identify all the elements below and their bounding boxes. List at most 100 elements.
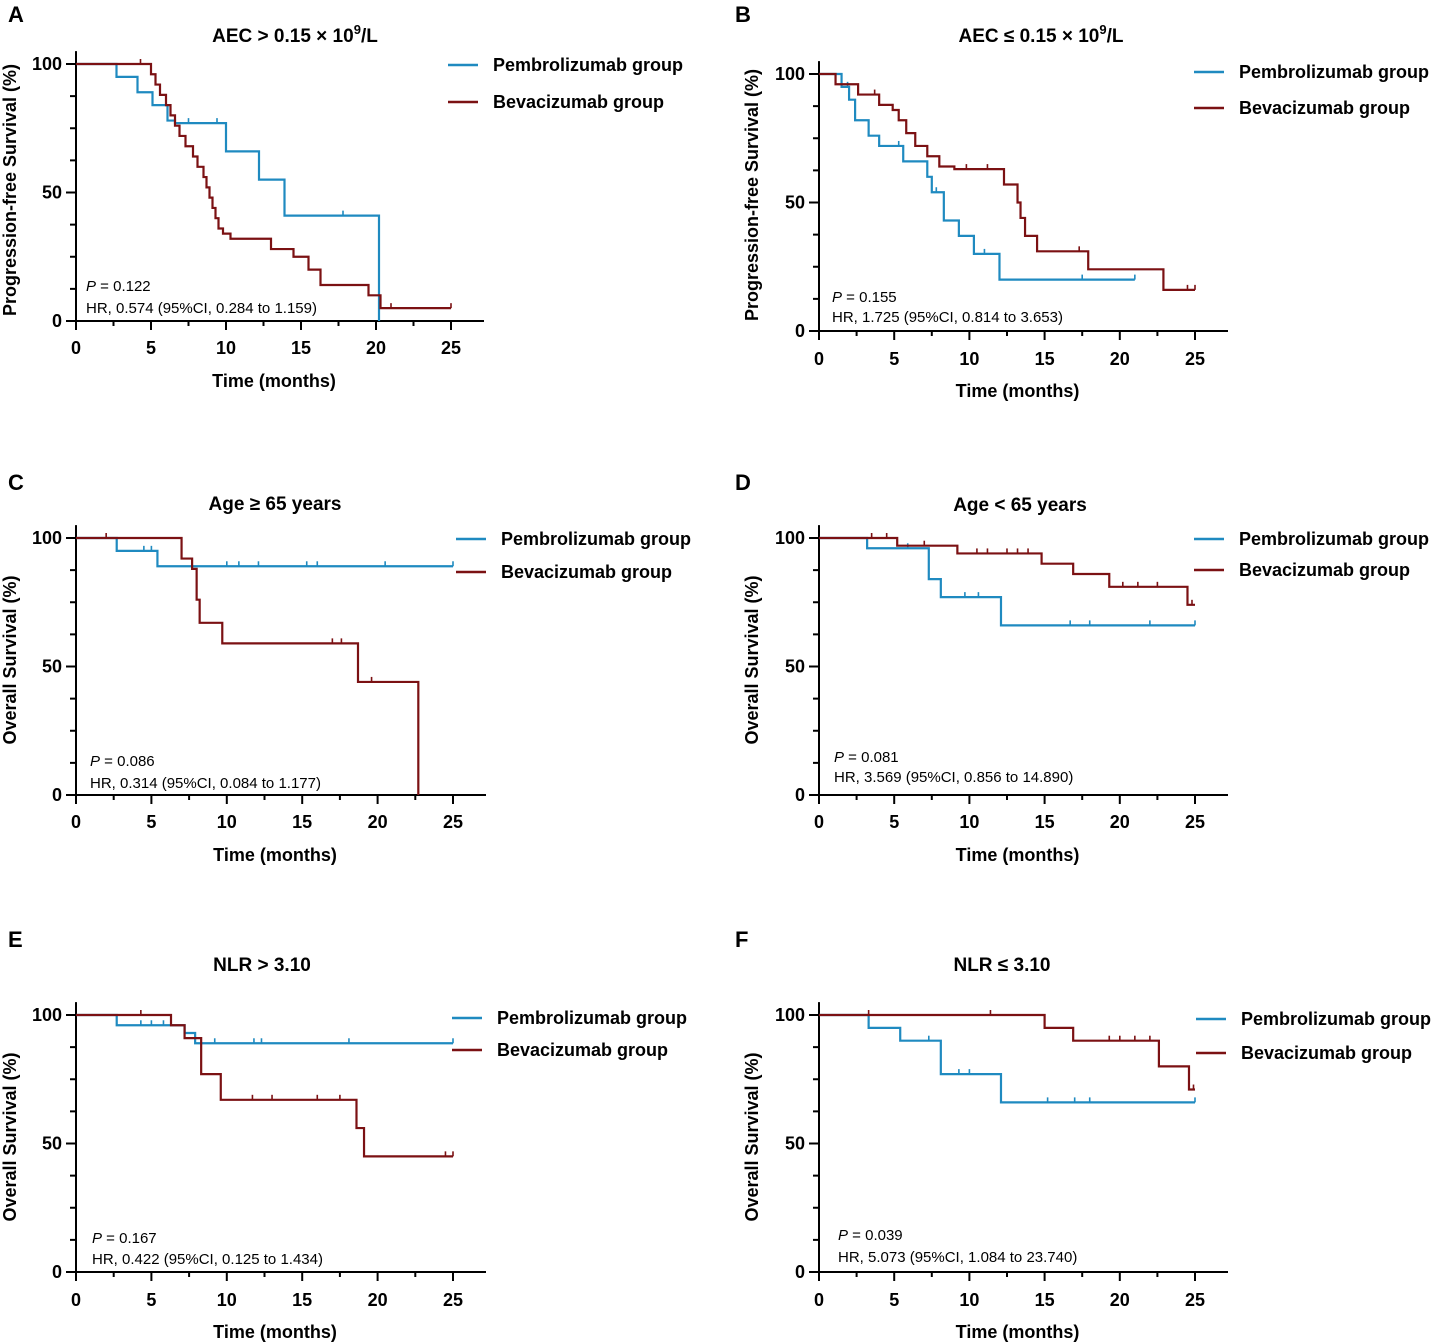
chart-panel-b: B AEC ≤ 0.15 × 109/L 0 5 10 15 20 25 0 50 100 Time …	[735, 2, 1429, 401]
x-tick-label: 15	[292, 1290, 312, 1310]
x-tick-label: 10	[217, 812, 237, 832]
legend-label: Pembrolizumab group	[493, 55, 683, 75]
x-tick-label: 0	[814, 812, 824, 832]
hazard-ratio-annotation: HR, 0.422 (95%CI, 0.125 to 1.434)	[92, 1251, 323, 1268]
chart-title: AEC ≤ 0.15 × 109/L	[959, 22, 1124, 47]
y-axis-label: Overall Survival (%)	[0, 575, 20, 744]
x-tick-label: 0	[71, 338, 81, 358]
x-tick-label: 10	[959, 1290, 979, 1310]
x-axis-label: Time (months)	[956, 845, 1080, 865]
pembrolizumab-survival-curve	[819, 536, 1195, 627]
x-tick-label: 25	[1185, 349, 1205, 369]
y-axis-label: Overall Survival (%)	[0, 1052, 20, 1221]
legend-label: Pembrolizumab group	[1239, 62, 1429, 82]
hazard-ratio-annotation: HR, 3.569 (95%CI, 0.856 to 14.890)	[834, 769, 1073, 786]
x-tick-label: 25	[1185, 812, 1205, 832]
x-tick-label: 20	[1110, 1290, 1130, 1310]
x-tick-label: 25	[441, 338, 461, 358]
x-tick-label: 5	[889, 349, 899, 369]
chart-panel-d: D Age < 65 years 0 5 10 15 20 25 0 50 100 Time (mon…	[735, 470, 1429, 865]
y-axis-label: Overall Survival (%)	[742, 1052, 762, 1221]
pembrolizumab-survival-curve	[76, 536, 453, 568]
chart-title: Age < 65 years	[953, 495, 1087, 516]
y-tick-label: 0	[795, 1262, 805, 1282]
x-tick-label: 0	[71, 812, 81, 832]
y-tick-label: 100	[775, 528, 805, 548]
legend-label: Pembrolizumab group	[497, 1008, 687, 1028]
chart-panel-c: C Age ≥ 65 years 0 5 10 15 20 25 0 50 100 Time (mon…	[0, 470, 691, 865]
x-axis-label: Time (months)	[213, 845, 337, 865]
legend-label: Bevacizumab group	[1239, 98, 1410, 118]
x-tick-label: 15	[1035, 1290, 1055, 1310]
hazard-ratio-annotation: HR, 0.574 (95%CI, 0.284 to 1.159)	[86, 300, 317, 317]
x-axis-label: Time (months)	[956, 1322, 1080, 1342]
panel-letter: F	[735, 927, 748, 952]
y-tick-label: 0	[52, 785, 62, 805]
y-tick-label: 50	[785, 193, 805, 213]
x-tick-label: 10	[216, 338, 236, 358]
y-tick-label: 0	[52, 311, 62, 331]
chart-title: NLR > 3.10	[213, 955, 311, 976]
y-tick-label: 100	[775, 64, 805, 84]
chart-panel-e: E NLR > 3.10 0 5 10 15 20 25 0 50 100 Time (months)…	[0, 927, 687, 1342]
legend-label: Bevacizumab group	[493, 92, 664, 112]
legend-label: Bevacizumab group	[497, 1040, 668, 1060]
chart-title: NLR ≤ 3.10	[953, 955, 1050, 976]
y-tick-label: 50	[42, 657, 62, 677]
panel-letter: C	[8, 470, 24, 495]
hazard-ratio-annotation: HR, 5.073 (95%CI, 1.084 to 23.740)	[838, 1249, 1077, 1266]
panel-letter: E	[8, 927, 23, 952]
y-tick-label: 100	[32, 528, 62, 548]
x-tick-label: 5	[146, 1290, 156, 1310]
x-axis-label: Time (months)	[956, 381, 1080, 401]
y-tick-label: 0	[52, 1262, 62, 1282]
y-tick-label: 50	[42, 183, 62, 203]
x-tick-label: 10	[217, 1290, 237, 1310]
chart-panel-a: A AEC > 0.15 × 109/L 0 5 10 15 20 25 0 50 100 Time …	[0, 2, 683, 391]
chart-title: AEC > 0.15 × 109/L	[212, 22, 378, 47]
legend-label: Bevacizumab group	[1239, 560, 1410, 580]
y-tick-label: 100	[32, 1005, 62, 1025]
x-tick-label: 5	[889, 1290, 899, 1310]
chart-title: Age ≥ 65 years	[209, 494, 342, 515]
x-tick-label: 5	[889, 812, 899, 832]
x-tick-label: 15	[1035, 812, 1055, 832]
x-tick-label: 15	[291, 338, 311, 358]
x-tick-label: 20	[368, 1290, 388, 1310]
y-tick-label: 0	[795, 785, 805, 805]
x-tick-label: 0	[814, 349, 824, 369]
bevacizumab-survival-curve	[76, 1013, 453, 1158]
x-tick-label: 25	[443, 812, 463, 832]
legend-label: Pembrolizumab group	[1239, 529, 1429, 549]
pembrolizumab-survival-curve	[76, 1013, 453, 1045]
x-axis-label: Time (months)	[212, 371, 336, 391]
x-tick-label: 0	[71, 1290, 81, 1310]
x-axis-label: Time (months)	[213, 1322, 337, 1342]
p-value-annotation: P = 0.081	[834, 749, 899, 766]
pembrolizumab-survival-curve	[819, 1013, 1195, 1104]
y-tick-label: 50	[785, 1134, 805, 1154]
legend-label: Bevacizumab group	[1241, 1043, 1412, 1063]
x-tick-label: 20	[1110, 349, 1130, 369]
hazard-ratio-annotation: HR, 1.725 (95%CI, 0.814 to 3.653)	[832, 309, 1063, 326]
y-tick-label: 0	[795, 321, 805, 341]
y-axis-label: Progression-free Survival (%)	[0, 64, 20, 316]
legend-label: Bevacizumab group	[501, 562, 672, 582]
p-value-annotation: P = 0.167	[92, 1230, 157, 1247]
x-tick-label: 5	[146, 812, 156, 832]
legend-label: Pembrolizumab group	[501, 529, 691, 549]
x-tick-label: 5	[146, 338, 156, 358]
p-value-annotation: P = 0.155	[832, 289, 897, 306]
y-tick-label: 50	[785, 657, 805, 677]
bevacizumab-survival-curve	[819, 1013, 1195, 1091]
x-tick-label: 20	[368, 812, 388, 832]
bevacizumab-survival-curve	[819, 536, 1195, 606]
panel-letter: D	[735, 470, 751, 495]
x-tick-label: 0	[814, 1290, 824, 1310]
y-axis-label: Progression-free Survival (%)	[742, 69, 762, 321]
pembrolizumab-survival-curve	[819, 72, 1135, 281]
x-tick-label: 25	[443, 1290, 463, 1310]
x-tick-label: 20	[366, 338, 386, 358]
y-tick-label: 50	[42, 1134, 62, 1154]
